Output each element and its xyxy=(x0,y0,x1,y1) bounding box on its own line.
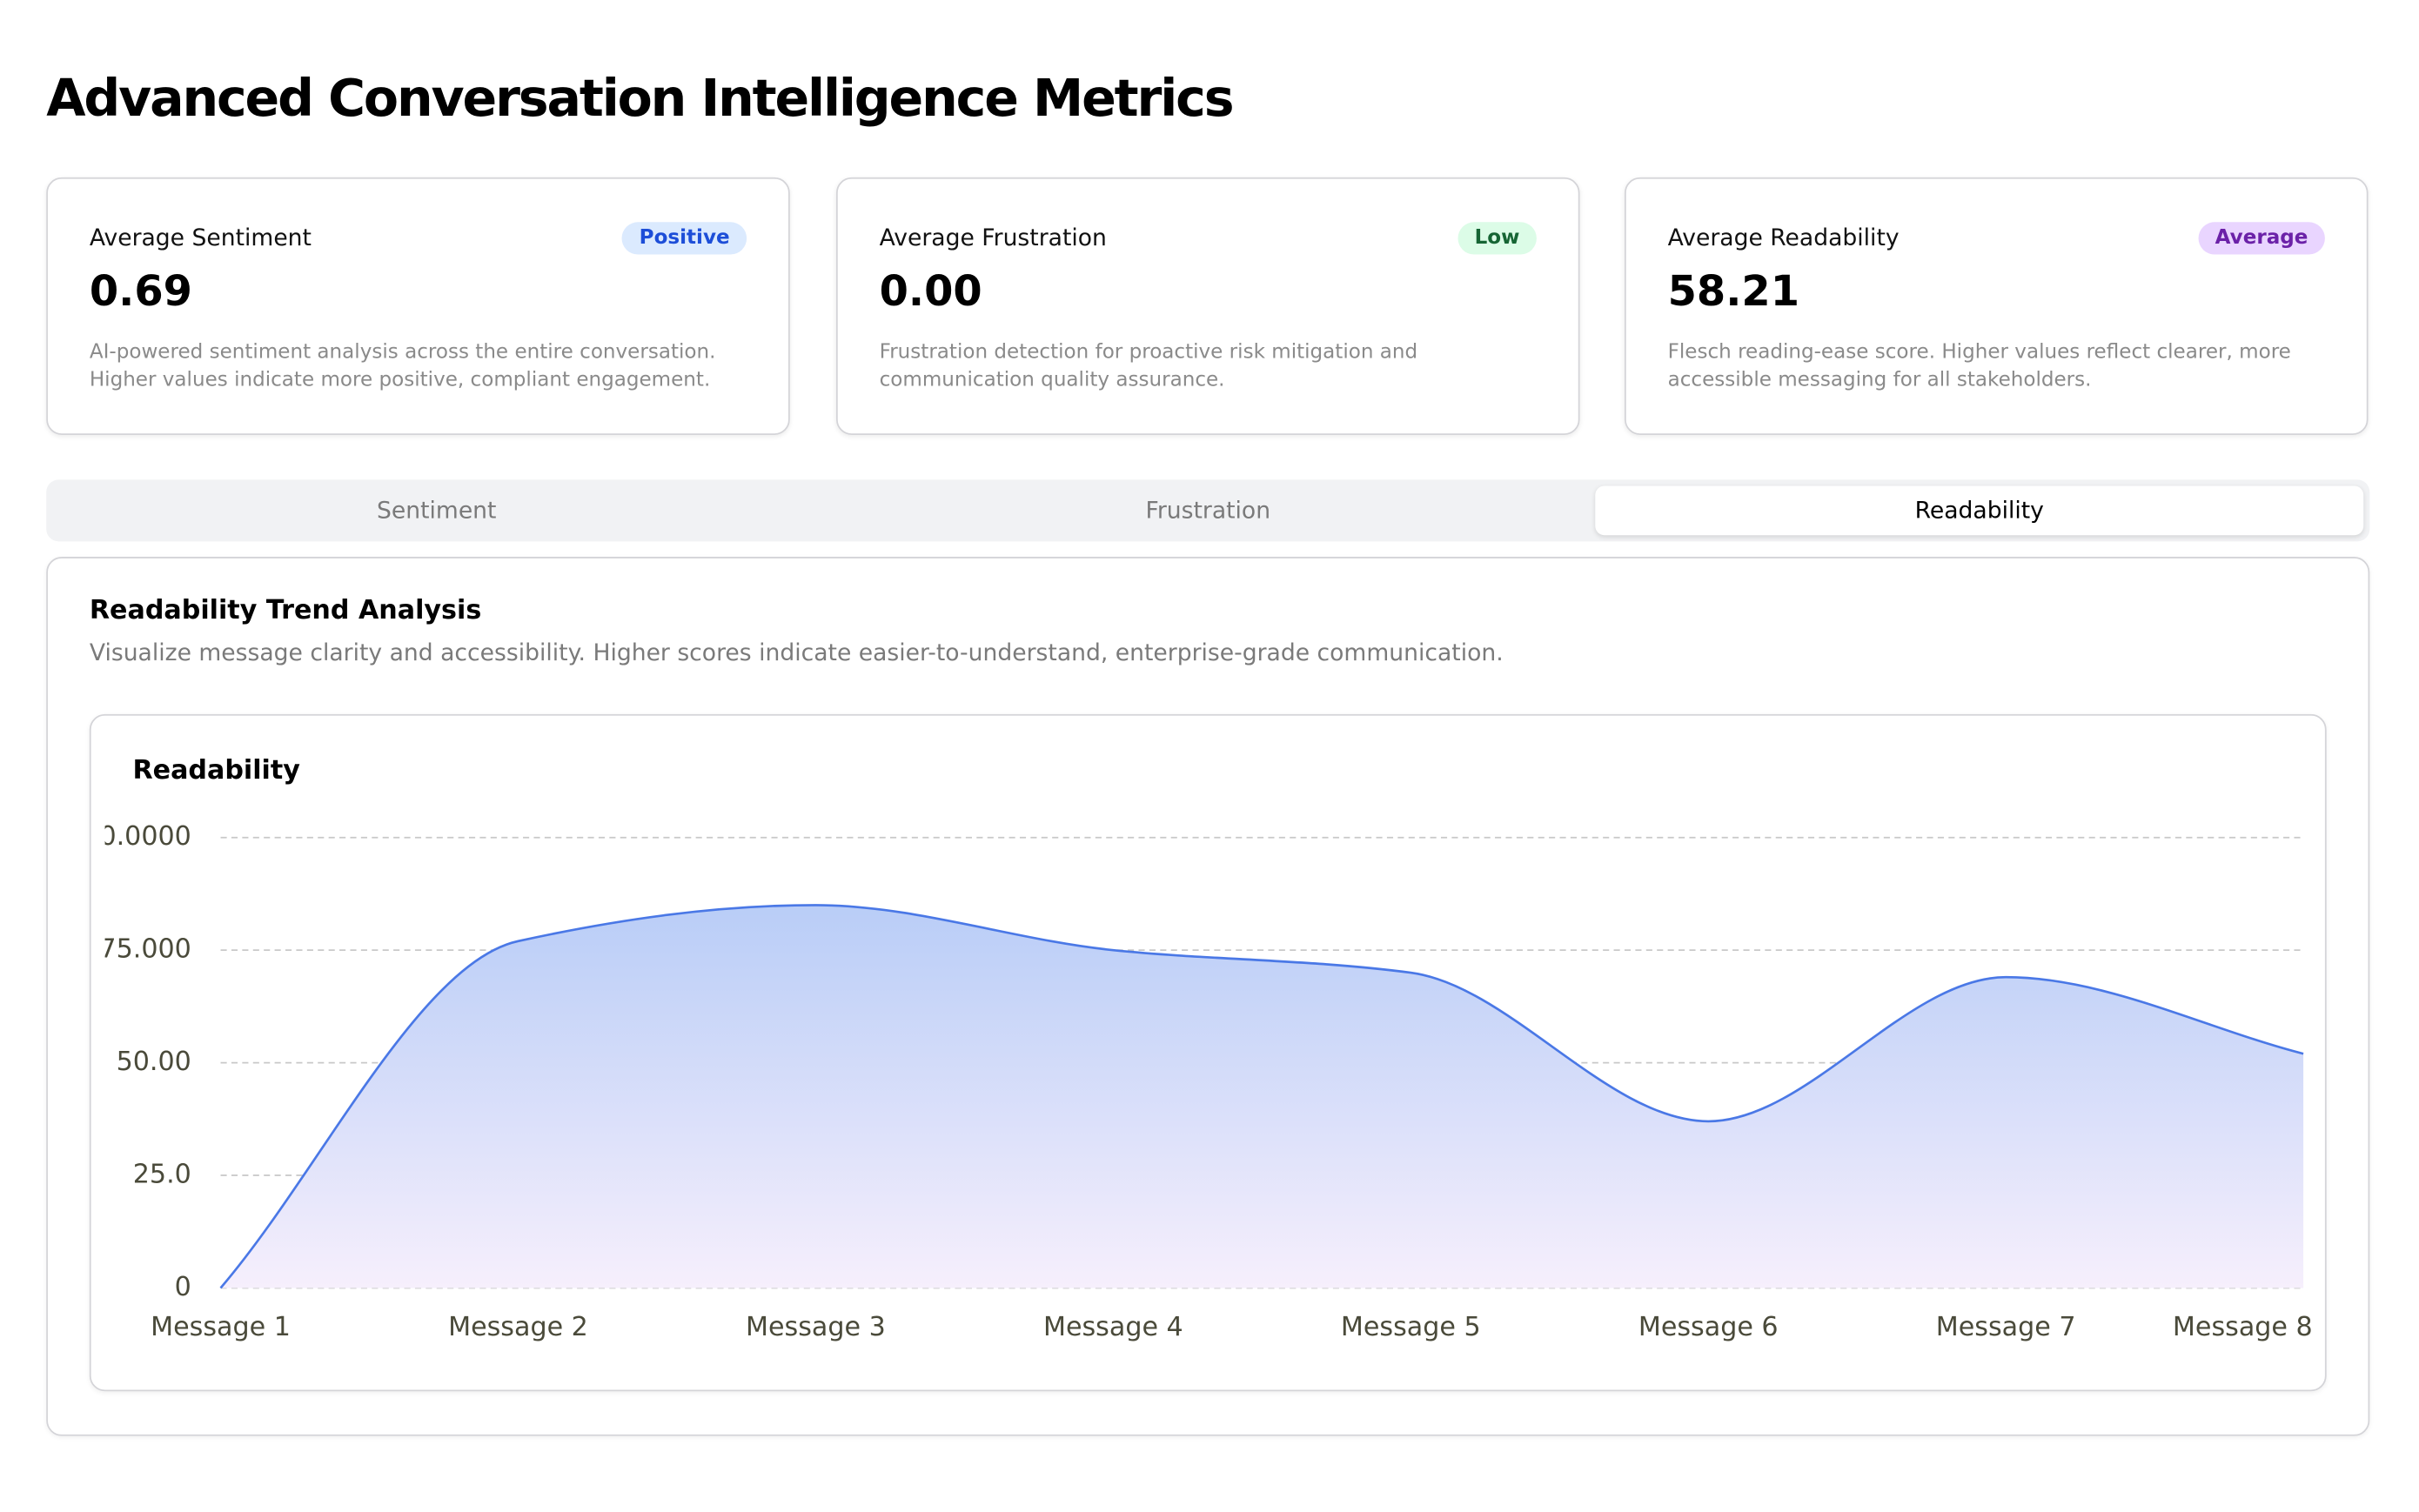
panel: Readability Trend Analysis Visualize mes… xyxy=(46,557,2370,1436)
card-value: 0.00 xyxy=(879,268,982,317)
y-tick-label: 50.00 xyxy=(117,1047,191,1077)
x-tick-label: Message 7 xyxy=(1936,1312,2076,1342)
tab[interactable]: Frustration xyxy=(1145,496,1271,525)
metric-card: Average Readability Average 58.21 Flesch… xyxy=(1624,177,2369,435)
card-label: Average Sentiment xyxy=(89,224,312,251)
chart-card: Readability 0 25.0 50.00 75.000 100.0000 Mess… xyxy=(89,713,2327,1392)
x-tick-label: Message 1 xyxy=(151,1312,291,1342)
x-tick-label: Message 6 xyxy=(1638,1312,1779,1342)
card-description: Flesch reading-ease score. Higher values… xyxy=(1667,340,2291,392)
area xyxy=(220,905,2304,1288)
card-label: Average Frustration xyxy=(879,224,1107,251)
tab[interactable]: Sentiment xyxy=(376,496,497,525)
card-value: 0.69 xyxy=(89,268,192,317)
badge: Low xyxy=(1457,222,1537,255)
y-tick-label: 0 xyxy=(175,1272,191,1302)
card-description: Frustration detection for proactive risk… xyxy=(879,340,1418,392)
y-tick-label: 25.0 xyxy=(133,1160,191,1190)
metric-card: Average Sentiment Positive 0.69 AI-power… xyxy=(46,177,790,435)
panel-subtitle: Visualize message clarity and accessibil… xyxy=(89,639,1504,666)
badge: Positive xyxy=(622,222,747,255)
y-tick-label: 75.000 xyxy=(99,934,191,965)
card-label: Average Readability xyxy=(1667,224,1900,251)
card-value: 58.21 xyxy=(1667,268,1800,317)
chart: Readability 0 25.0 50.00 75.000 100.0000 Mess… xyxy=(91,755,2313,1342)
tab[interactable]: Readability xyxy=(1595,485,2364,536)
tab-bar: Sentiment Frustration Readability xyxy=(46,479,2370,542)
x-tick-label: Message 5 xyxy=(1341,1312,1481,1342)
x-tick-label: Message 2 xyxy=(448,1312,588,1342)
x-tick-label: Message 8 xyxy=(2173,1312,2313,1342)
y-axis: 0 25.0 50.00 75.000 100.0000 xyxy=(91,821,191,1302)
x-tick-label: Message 4 xyxy=(1043,1312,1183,1342)
card-description: AI-powered sentiment analysis across the… xyxy=(89,340,716,392)
badge: Average xyxy=(2198,222,2325,255)
chart-title: Readability xyxy=(132,755,300,786)
line xyxy=(219,904,2304,1289)
panel-title: Readability Trend Analysis xyxy=(89,595,482,626)
x-tick-label: Message 3 xyxy=(746,1312,886,1342)
metric-card: Average Frustration Low 0.00 Frustration… xyxy=(835,177,1580,435)
y-tick-label: 100.0000 xyxy=(91,821,191,852)
page-title: Advanced Conversation Intelligence Metri… xyxy=(46,68,1234,129)
